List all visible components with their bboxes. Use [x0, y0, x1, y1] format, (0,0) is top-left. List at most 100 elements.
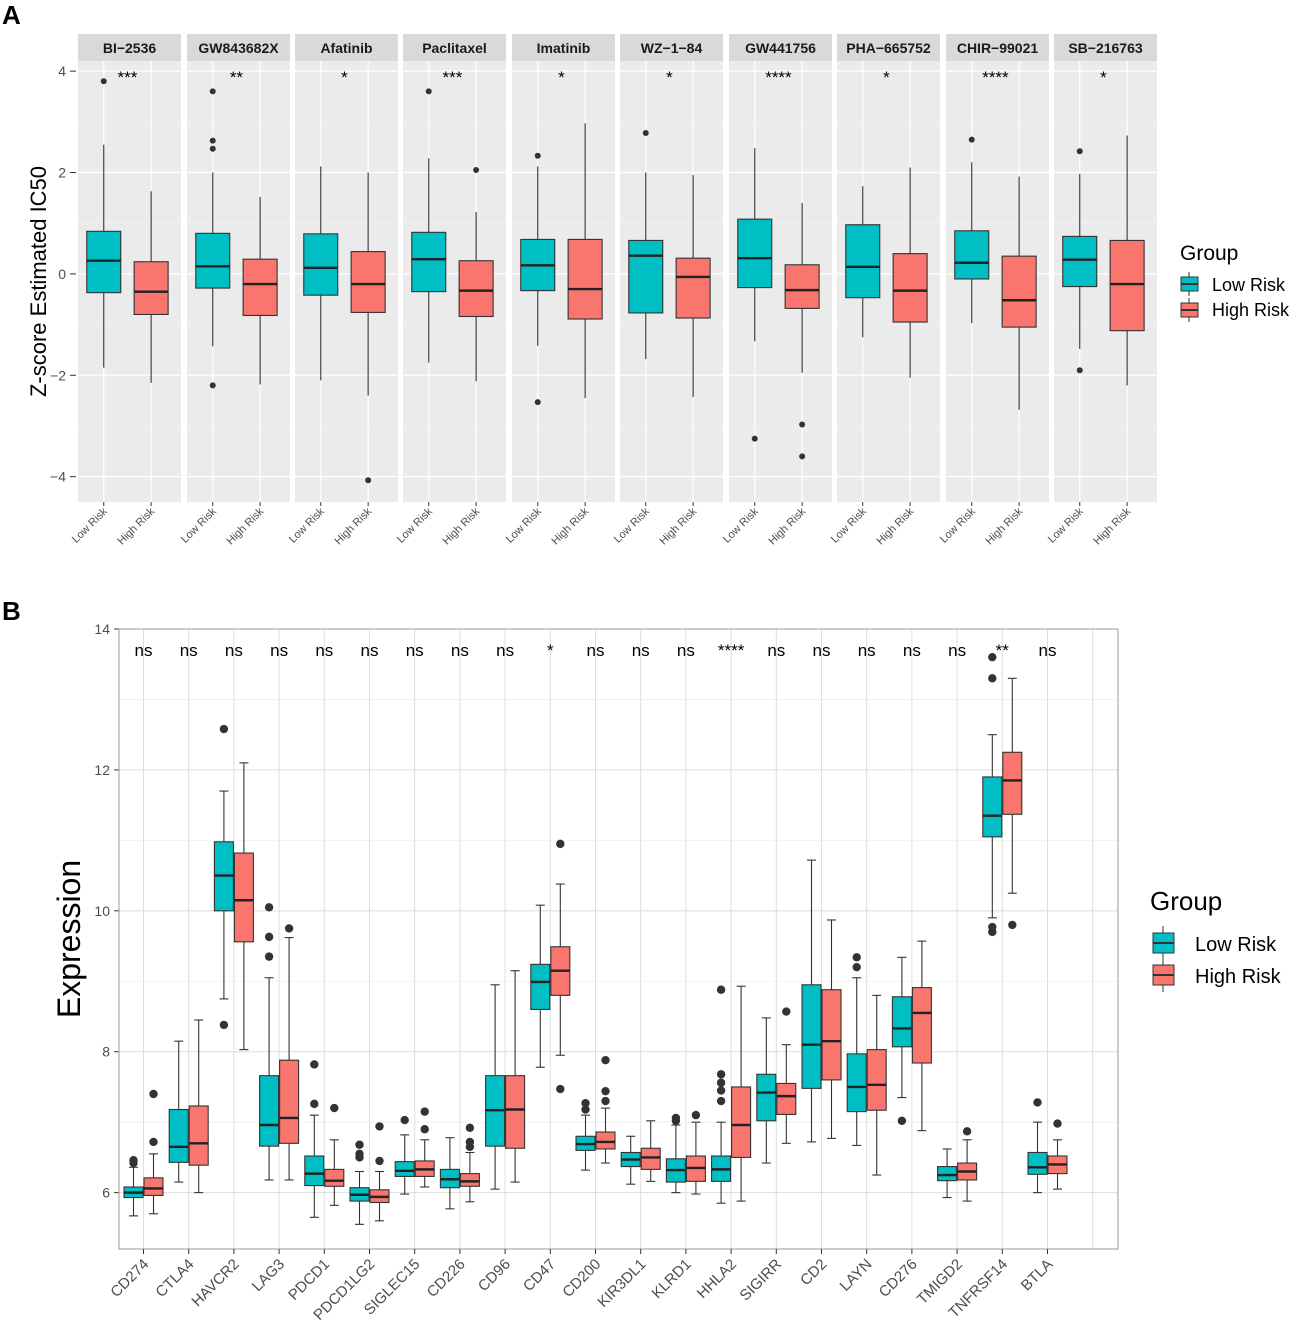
significance-label: ns [587, 641, 605, 660]
box-high-risk [731, 985, 752, 1202]
facet-chir-99021: CHIR−99021 **** Low Risk High Risk [938, 34, 1049, 547]
box-low-risk-iqr [1027, 1151, 1048, 1175]
panel-b-label: B [2, 596, 21, 626]
box-high-risk [242, 196, 278, 385]
box-high-risk [892, 167, 928, 378]
box-low-risk-outlier [968, 136, 975, 143]
box-low-risk-iqr [801, 984, 822, 1089]
significance-label: *** [118, 68, 138, 87]
box-high-risk [1047, 1119, 1068, 1190]
facet-strip-label: CHIR−99021 [957, 40, 1039, 56]
x-tick-label: CD2 [797, 1256, 830, 1289]
box-high-risk-outlier [782, 1007, 791, 1016]
box-low-risk [439, 1137, 460, 1210]
gene-havcr2: ns HAVCR2 [188, 641, 254, 1310]
facet-gw843682x: GW843682X ** Low Risk High Risk [179, 34, 290, 547]
significance-label: ** [230, 68, 244, 87]
box-low-risk-iqr [891, 996, 912, 1048]
legend-a-key-high [1180, 298, 1199, 322]
box-low-risk [259, 903, 280, 1181]
panel-b-y-tick-label: 12 [94, 762, 110, 778]
box-low-risk [937, 1148, 958, 1199]
panel-a-y-tick-label: 2 [58, 165, 66, 181]
x-tick-label: High Risk [657, 505, 699, 547]
box-high-risk-iqr [776, 1082, 797, 1115]
box-low-risk [665, 1113, 686, 1194]
x-tick-label: LAG3 [249, 1256, 288, 1295]
box-low-risk-iqr [737, 218, 773, 289]
x-tick-label: Low Risk [287, 505, 327, 545]
box-high-risk [640, 1120, 661, 1182]
box-low-risk [520, 152, 556, 406]
gene-cd96: ns CD96 [475, 641, 526, 1295]
box-low-risk-outlier [642, 129, 649, 136]
box-high-risk-iqr [459, 1173, 480, 1187]
panel-a-chart: Z-score Estimated IC50−4−2024BI−2536***L… [26, 34, 1157, 547]
significance-label: **** [765, 68, 792, 87]
legend-b-key-high [1152, 958, 1175, 992]
facet-strip-label: Paclitaxel [422, 40, 487, 56]
box-low-risk-outlier [100, 78, 107, 85]
box-high-risk-iqr [242, 258, 278, 317]
box-low-risk [530, 904, 551, 1068]
box-high-risk-outlier [799, 453, 806, 460]
significance-label: * [558, 68, 565, 87]
box-high-risk-outlier [1008, 920, 1017, 930]
significance-label: *** [443, 68, 463, 87]
box-high-risk-iqr [324, 1168, 345, 1187]
box-low-risk-iqr [954, 230, 990, 280]
box-low-risk-outlier [219, 1020, 229, 1030]
x-tick-label: Low Risk [612, 505, 652, 545]
box-high-risk-iqr [567, 238, 603, 320]
box-high-risk [550, 839, 571, 1094]
box-high-risk-outlier [375, 1122, 384, 1131]
box-low-risk-iqr [304, 1155, 325, 1187]
x-tick-label: High Risk [766, 505, 808, 547]
x-tick-label: HAVCR2 [188, 1256, 242, 1310]
panel-b-y-tick-label: 8 [102, 1044, 110, 1060]
x-tick-label: CD226 [424, 1256, 469, 1301]
box-high-risk-iqr [1002, 751, 1023, 815]
box-high-risk-iqr [143, 1177, 164, 1197]
x-tick-label: Low Risk [70, 505, 110, 545]
box-high-risk-outlier [799, 421, 806, 428]
box-high-risk-iqr [640, 1147, 661, 1170]
gene-lag3: ns LAG3 [249, 641, 300, 1295]
facet-strip [837, 34, 940, 61]
significance-label: ns [767, 641, 785, 660]
box-low-risk-outlier [129, 1156, 138, 1165]
facet-strip-label: GW843682X [198, 40, 279, 56]
box-low-risk-iqr [937, 1166, 958, 1182]
x-tick-label: KIR3DL1 [594, 1256, 649, 1311]
facet-strip-label: GW441756 [745, 40, 816, 56]
significance-label: **** [718, 641, 745, 660]
legend-a: Group Low Risk High Risk [1180, 242, 1290, 322]
box-low-risk-outlier [1076, 148, 1083, 155]
box-high-risk-outlier [601, 1086, 610, 1096]
facet-strip-label: WZ−1−84 [641, 40, 703, 56]
box-low-risk-iqr [303, 233, 339, 296]
box-high-risk-outlier [1053, 1119, 1062, 1128]
panel-a-y-tick-label: −4 [50, 469, 66, 485]
box-high-risk-iqr [350, 251, 386, 313]
facet-strip [1054, 34, 1157, 61]
facet-imatinib: Imatinib * Low Risk High Risk [504, 34, 615, 547]
box-low-risk-iqr [982, 776, 1003, 838]
significance-label: ns [135, 641, 153, 660]
x-tick-label: High Risk [874, 505, 916, 547]
box-high-risk-iqr [675, 257, 711, 319]
box-low-risk-outlier [716, 985, 726, 994]
box-high-risk [595, 1055, 616, 1164]
panel-b-border [118, 628, 1119, 1250]
box-high-risk [414, 1107, 435, 1188]
box-low-risk-outlier [264, 932, 274, 942]
box-high-risk [1001, 176, 1037, 410]
legend-b-low-label: Low Risk [1195, 934, 1277, 956]
gene-cd276: ns CD276 [876, 641, 932, 1301]
box-high-risk-iqr [505, 1075, 526, 1149]
box-high-risk-outlier [420, 1107, 429, 1116]
box-low-risk [86, 78, 122, 368]
box-low-risk-outlier [988, 927, 997, 937]
box-high-risk-outlier [601, 1055, 610, 1065]
